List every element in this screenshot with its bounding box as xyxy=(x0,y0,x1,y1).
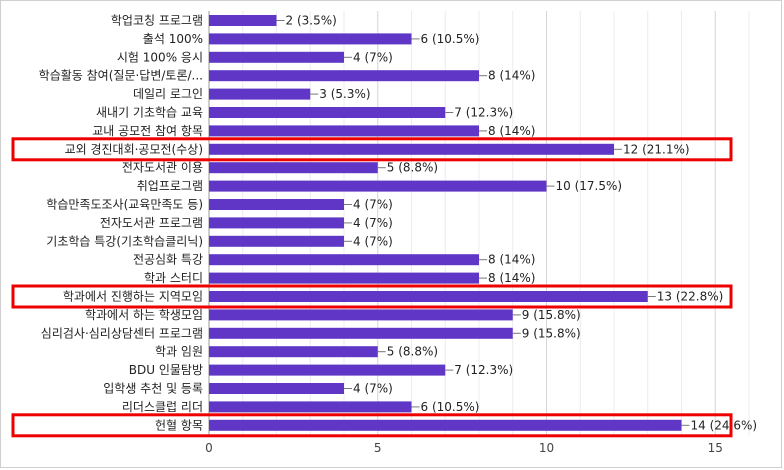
value-label: 8 (14%) xyxy=(488,271,535,285)
value-label: 4 (7%) xyxy=(353,382,393,396)
bar xyxy=(209,383,344,394)
bar xyxy=(209,162,378,174)
value-label: 14 (24.6%) xyxy=(691,418,758,432)
value-label: 6 (10.5%) xyxy=(421,32,480,46)
bar xyxy=(209,291,648,302)
bar xyxy=(209,180,547,192)
category-label: 학과에서 진행하는 지역모임 xyxy=(63,289,203,304)
category-label: 전자도서관 이용 xyxy=(122,161,203,175)
bar xyxy=(209,327,513,339)
category-label: 전공심화 특강 xyxy=(133,253,203,267)
bar xyxy=(209,235,344,247)
x-tick-label: 5 xyxy=(374,441,382,455)
value-label: 4 (7%) xyxy=(353,198,393,212)
bar xyxy=(209,33,412,45)
category-label: 학과에서 하는 학생모임 xyxy=(85,308,203,322)
value-label: 6 (10.5%) xyxy=(421,400,480,414)
value-label: 13 (22.8%) xyxy=(657,290,724,304)
value-label: 7 (12.3%) xyxy=(454,106,513,120)
category-label: 심리검사·심리상담센터 프로그램 xyxy=(41,326,203,340)
value-label: 7 (12.3%) xyxy=(454,363,513,377)
value-label: 8 (14%) xyxy=(488,124,535,138)
category-label: 리더스클럽 리더 xyxy=(122,400,203,414)
value-label: 8 (14%) xyxy=(488,253,535,267)
highlight-box xyxy=(11,137,733,162)
value-label: 4 (7%) xyxy=(353,234,393,248)
bar xyxy=(209,88,311,100)
value-label: 8 (14%) xyxy=(488,69,535,83)
category-label: 학습만족도조사(교육만족도 등) xyxy=(46,198,203,212)
bar xyxy=(209,125,479,137)
highlight-box xyxy=(11,284,733,309)
value-label: 3 (5.3%) xyxy=(319,87,370,101)
category-label: 헌혈 항목 xyxy=(155,418,203,432)
bar xyxy=(209,364,446,376)
category-label: 시험 100% 응시 xyxy=(117,50,203,64)
bar xyxy=(209,51,344,63)
bar xyxy=(209,254,479,266)
bar xyxy=(209,419,682,431)
bar xyxy=(209,199,344,210)
category-label: 학업코칭 프로그램 xyxy=(111,14,203,28)
bar xyxy=(209,70,479,82)
value-label: 4 (7%) xyxy=(353,50,393,64)
value-labels: 2 (3.5%) 6 (10.5%) 4 (7%) 8 (14%) 3 (5.3%) 7 … xyxy=(276,14,758,432)
highlight-boxes xyxy=(11,137,733,438)
bar xyxy=(209,272,479,284)
x-tick-label: 0 xyxy=(205,441,213,455)
category-label: 입학생 추천 및 등록 xyxy=(103,381,203,396)
category-label: 학습활동 참여(질문·답변/토론/... xyxy=(39,69,203,83)
bar xyxy=(209,107,446,118)
bar xyxy=(209,143,614,155)
category-label: 새내기 기초학습 교육 xyxy=(96,106,203,120)
bar xyxy=(209,346,378,358)
value-label: 12 (21.1%) xyxy=(623,142,690,156)
bar xyxy=(209,217,344,229)
category-label: 기초학습 특강(기초학습클리닉) xyxy=(46,234,203,248)
bar xyxy=(209,309,513,321)
value-label: 2 (3.5%) xyxy=(286,14,337,28)
bars xyxy=(209,15,682,431)
value-label: 9 (15.8%) xyxy=(522,308,581,322)
value-label: 9 (15.8%) xyxy=(522,326,581,340)
category-label: 학과 스터디 xyxy=(144,271,203,285)
value-label: 5 (8.8%) xyxy=(387,161,438,175)
category-label: 출석 100% xyxy=(143,32,203,46)
category-label: BDU 인물탐방 xyxy=(129,363,203,377)
category-label: 교외 경진대회·공모전(수상) xyxy=(65,142,203,156)
x-tick-label: 15 xyxy=(708,441,723,455)
value-label: 5 (8.8%) xyxy=(387,345,438,359)
category-label: 학과 임원 xyxy=(155,345,203,359)
grid-lines xyxy=(242,11,750,436)
category-label: 데일리 로그인 xyxy=(133,87,203,101)
bar xyxy=(209,401,412,413)
category-label: 교내 공모전 참여 항목 xyxy=(92,124,203,138)
category-label: 전자도서관 프로그램 xyxy=(100,216,203,230)
highlight-box xyxy=(11,413,733,438)
category-label: 취업프로그램 xyxy=(137,179,203,193)
value-label: 4 (7%) xyxy=(353,216,393,230)
value-label: 10 (17.5%) xyxy=(556,179,623,193)
bar xyxy=(209,15,277,26)
x-tick-label: 10 xyxy=(539,441,554,455)
